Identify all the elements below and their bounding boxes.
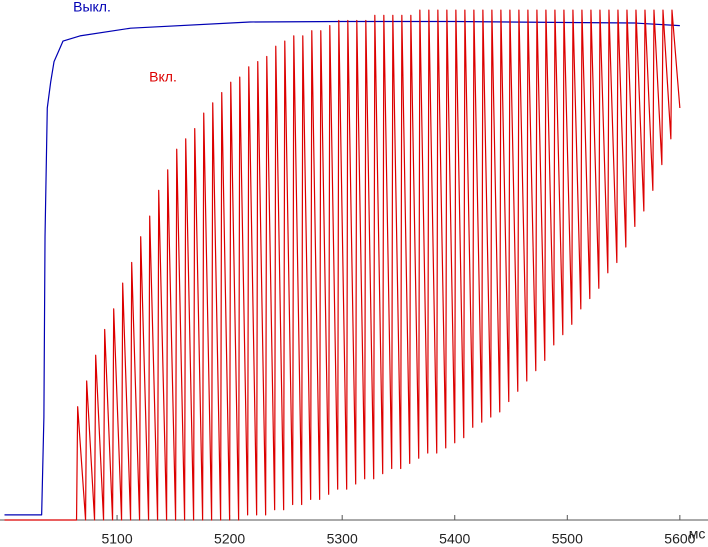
x-tick-label: 5300 bbox=[327, 531, 358, 547]
series-label: Вкл. bbox=[149, 69, 177, 85]
x-tick-label: 5600 bbox=[664, 531, 695, 547]
x-axis-unit: мс bbox=[689, 526, 706, 542]
x-tick-label: 5500 bbox=[552, 531, 583, 547]
x-tick-label: 5200 bbox=[214, 531, 245, 547]
x-tick-label: 5400 bbox=[439, 531, 470, 547]
series-line bbox=[4, 20, 680, 516]
x-tick-label: 5100 bbox=[101, 531, 132, 547]
series-line bbox=[4, 9, 681, 521]
series-label: Выкл. bbox=[73, 0, 111, 15]
